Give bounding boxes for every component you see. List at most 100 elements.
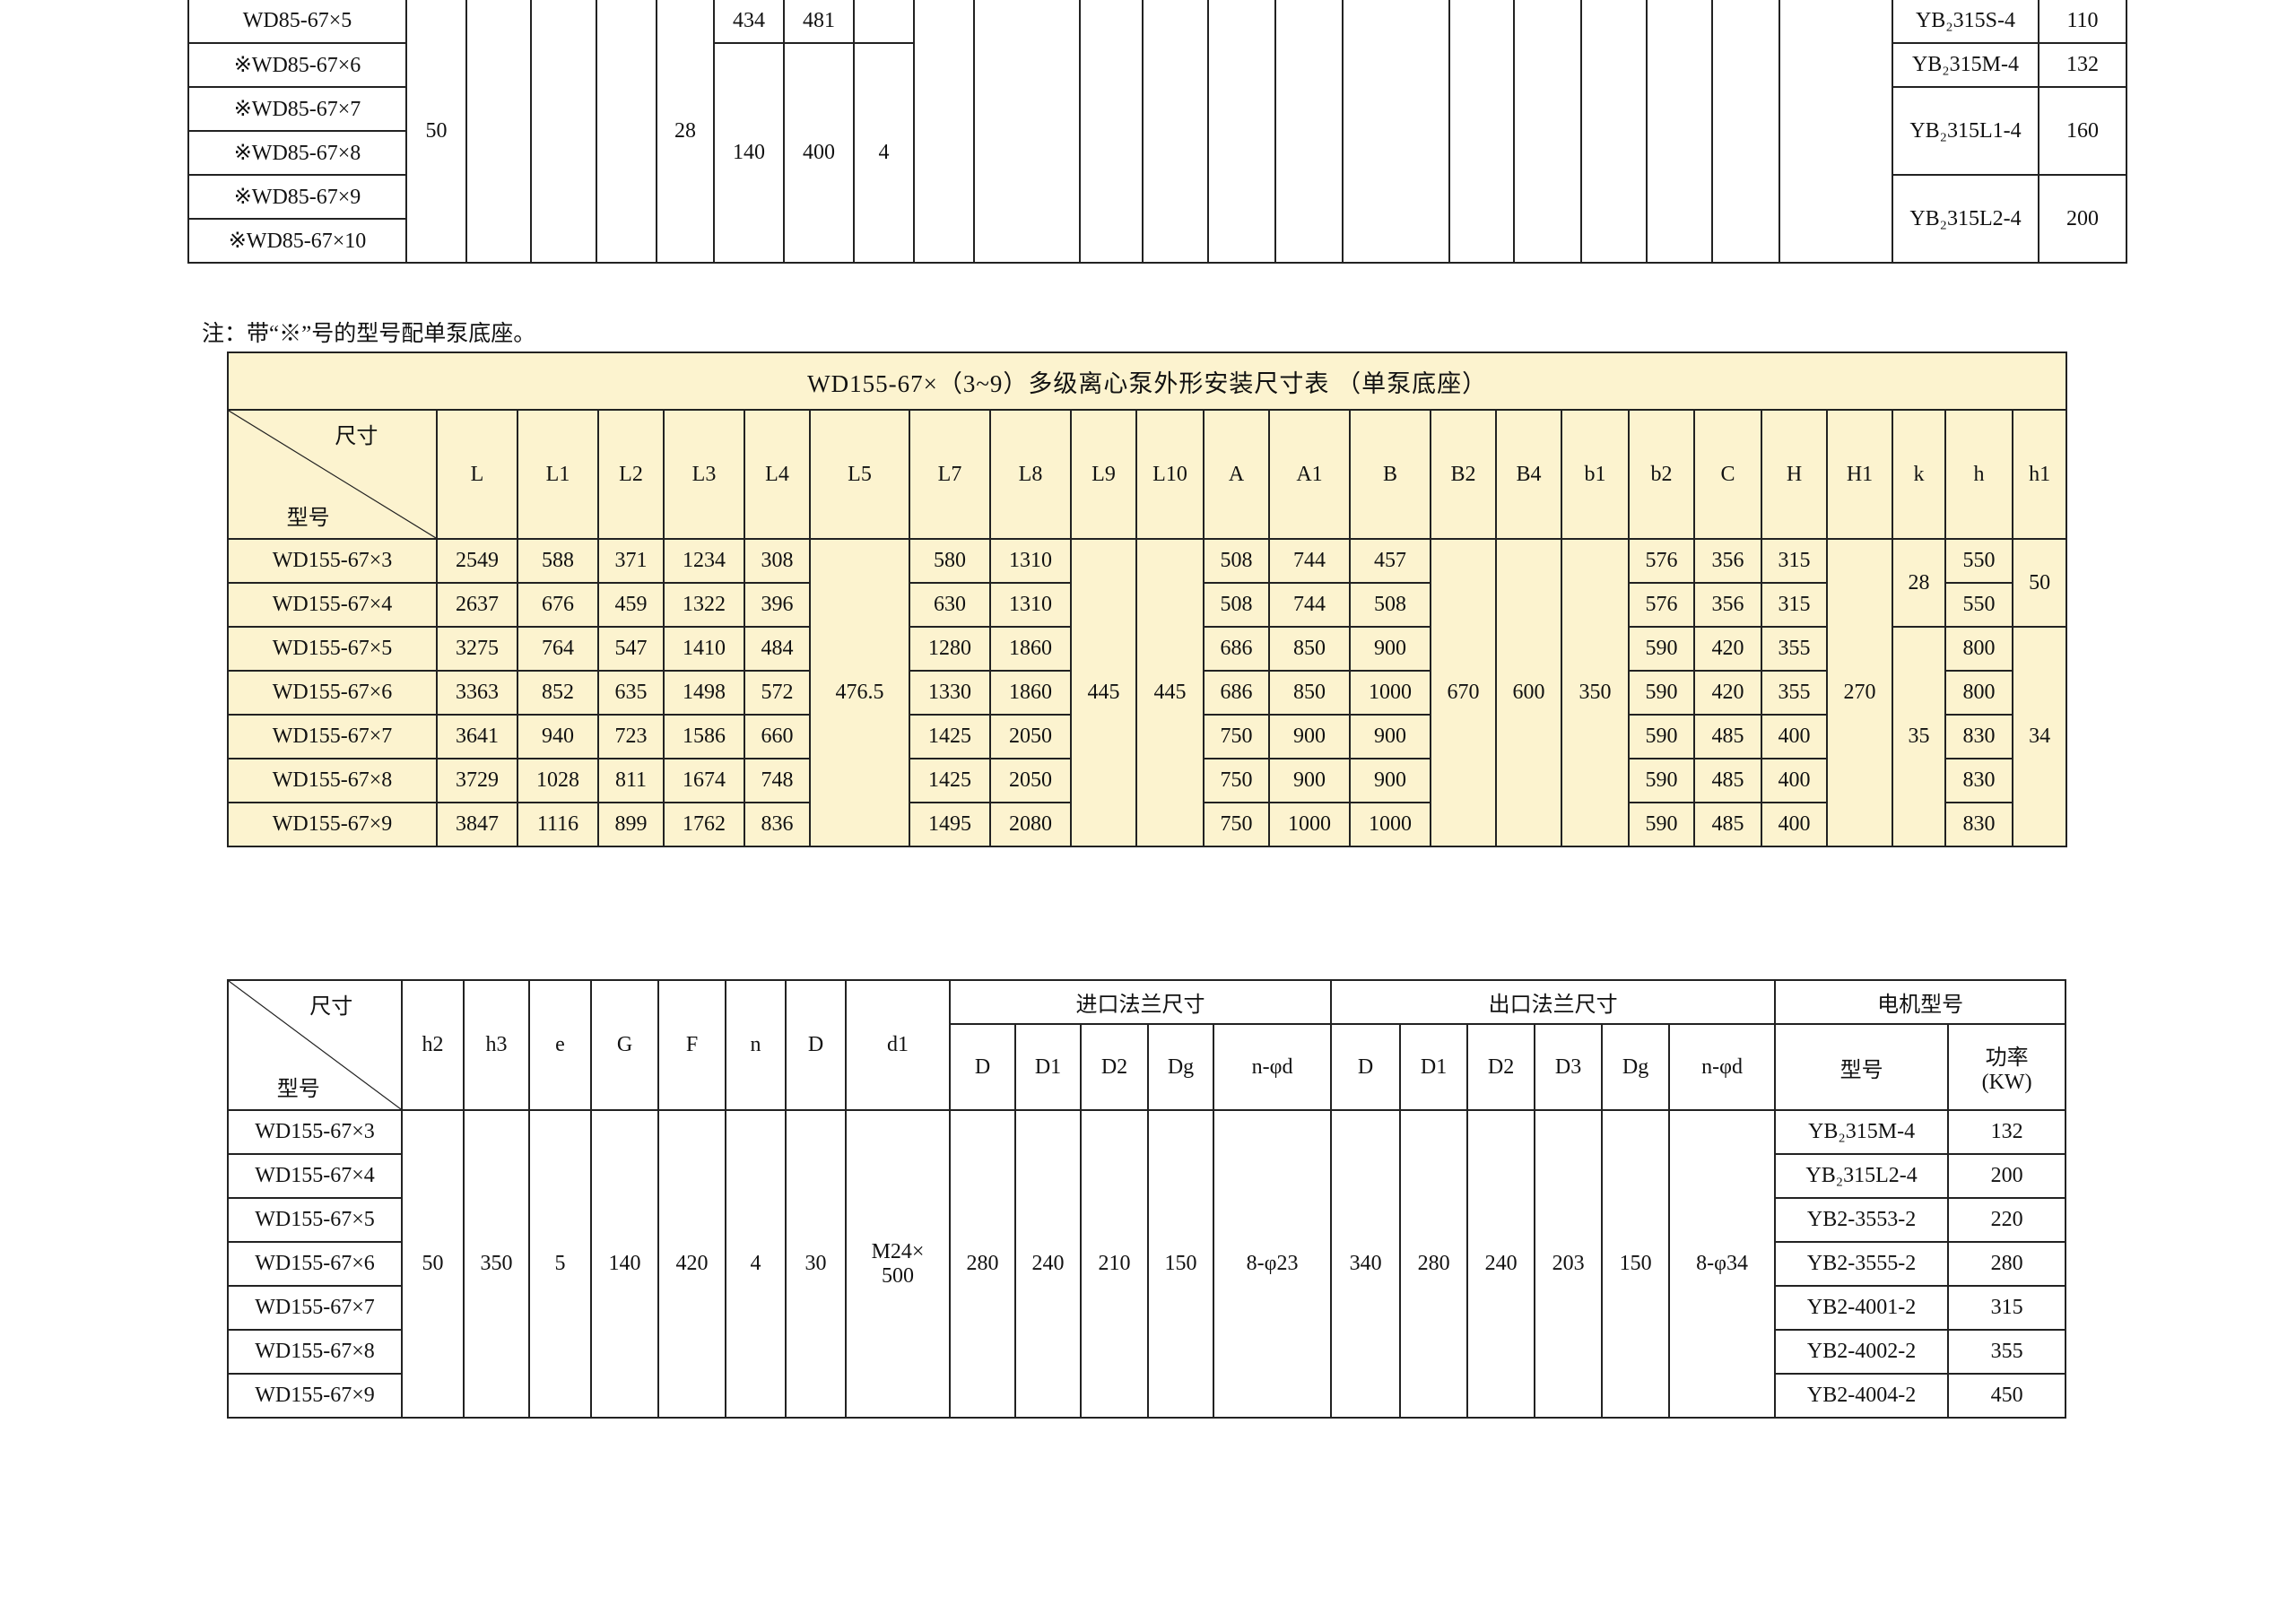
value-h: 830 bbox=[1944, 802, 2013, 847]
column-header-C: C bbox=[1693, 409, 1762, 540]
value-L1: 1116 bbox=[517, 802, 599, 847]
value-L4: 748 bbox=[744, 758, 811, 803]
value-C: 485 bbox=[1693, 802, 1762, 847]
table-title: WD155-67×（3~9）多级离心泵外形安装尺寸表 （单泵底座） bbox=[226, 352, 2068, 411]
value-A: 686 bbox=[1203, 670, 1270, 716]
value-B: 900 bbox=[1349, 758, 1431, 803]
model-cell: WD155-67×6 bbox=[227, 1241, 403, 1287]
corner-label-model: 型号 bbox=[286, 507, 330, 530]
column-header-B4: B4 bbox=[1495, 409, 1562, 540]
outlet-value-cell: 280 bbox=[1399, 1109, 1469, 1419]
motor-power-cell: 160 bbox=[2038, 86, 2127, 176]
value-C: 485 bbox=[1693, 714, 1762, 759]
outlet-value-cell: 8-φ34 bbox=[1668, 1109, 1777, 1419]
value-L: 2637 bbox=[436, 582, 518, 628]
empty-cell bbox=[1274, 0, 1344, 264]
table-row: ※WD85-67×6 140 400 4 YB₂315M-4 132 bbox=[187, 42, 2127, 264]
value-h: 550 bbox=[1944, 538, 2013, 584]
value-L1: 852 bbox=[517, 670, 599, 716]
value-L10: 445 bbox=[1135, 538, 1205, 847]
title-row: WD155-67×（3~9）多级离心泵外形安装尺寸表 （单泵底座） bbox=[226, 352, 2068, 411]
motor-power-cell: 132 bbox=[2038, 42, 2127, 88]
value-L3: 1234 bbox=[663, 538, 745, 584]
corner-label-dimension: 尺寸 bbox=[309, 995, 353, 1019]
column-header-L5: L5 bbox=[809, 409, 910, 540]
empty-cell bbox=[1079, 0, 1144, 264]
header-corner-cell: 尺寸 型号 bbox=[227, 409, 438, 540]
table-row: ※WD85-67×7 YB₂315L1-4 160 bbox=[187, 86, 2127, 176]
model-cell: ※WD85-67×9 bbox=[187, 174, 407, 220]
value-L: 3641 bbox=[436, 714, 518, 759]
value-A1: 1000 bbox=[1268, 802, 1351, 847]
value-H1: 270 bbox=[1826, 538, 1893, 847]
value-L7: 1330 bbox=[909, 670, 991, 716]
table-row: WD155-67×3 2549 588 371 1234 308 476.5 580 1310 4… bbox=[227, 538, 2068, 847]
value-L8: 1860 bbox=[989, 670, 1072, 716]
value-b2: 590 bbox=[1628, 626, 1695, 672]
motor-type-cell: YB₂315L1-4 bbox=[1892, 86, 2039, 176]
value-A1: 850 bbox=[1268, 626, 1351, 672]
outlet-column-header: D1 bbox=[1399, 1023, 1469, 1111]
empty-cell bbox=[1142, 0, 1209, 264]
outlet-column-header: D2 bbox=[1466, 1023, 1536, 1111]
value-cell bbox=[853, 0, 915, 44]
table-row: WD155-67×3 50 350 5 140 420 4 30 M24× 500 280 240 2… bbox=[227, 1109, 2067, 1419]
value-L8: 1310 bbox=[989, 538, 1072, 584]
value-L1: 676 bbox=[517, 582, 599, 628]
column-header-L8: L8 bbox=[989, 409, 1072, 540]
value-k: 35 bbox=[1892, 626, 1946, 847]
value-L8: 2050 bbox=[989, 714, 1072, 759]
value-C: 485 bbox=[1693, 758, 1762, 803]
table-row: WD155-67×5 YB2-3553-2 220 bbox=[227, 1197, 2067, 1243]
group-header-inlet-flange: 进口法兰尺寸 bbox=[948, 979, 1333, 1025]
value-L3: 1322 bbox=[663, 582, 745, 628]
value-B: 900 bbox=[1349, 626, 1431, 672]
value-L2: 459 bbox=[597, 582, 665, 628]
model-cell: WD155-67×6 bbox=[227, 670, 438, 716]
column-header-L2: L2 bbox=[597, 409, 665, 540]
table-row: WD155-67×4 YB₂315L2-4 200 bbox=[227, 1153, 2067, 1199]
value-L8: 2080 bbox=[989, 802, 1072, 847]
value-L4: 836 bbox=[744, 802, 811, 847]
group-header-outlet-flange: 出口法兰尺寸 bbox=[1330, 979, 1777, 1025]
table-row: WD155-67×5 3275 764 547 1410 484 1280 1860 686 85… bbox=[227, 626, 2068, 847]
value-L2: 635 bbox=[597, 670, 665, 716]
value-H: 355 bbox=[1761, 626, 1828, 672]
value-L2: 811 bbox=[597, 758, 665, 803]
value-C: 420 bbox=[1693, 670, 1762, 716]
value-L3: 1498 bbox=[663, 670, 745, 716]
outlet-value-cell: 150 bbox=[1601, 1109, 1671, 1419]
value-b2: 590 bbox=[1628, 670, 1695, 716]
value-A1: 900 bbox=[1268, 714, 1351, 759]
diagonal-line bbox=[229, 981, 401, 1109]
table-wd85-dimensions: WD85-67×5 50 28 434 481 YB₂315S-4 110 ※WD85-67×… bbox=[187, 0, 2127, 264]
value-L2: 723 bbox=[597, 714, 665, 759]
model-cell: WD85-67×5 bbox=[187, 0, 407, 44]
model-cell: WD155-67×4 bbox=[227, 1153, 403, 1199]
value-H: 400 bbox=[1761, 758, 1828, 803]
value-L: 3847 bbox=[436, 802, 518, 847]
model-cell: WD155-67×8 bbox=[227, 1329, 403, 1375]
table-row: ※WD85-67×9 YB₂315L2-4 200 bbox=[187, 174, 2127, 264]
value-b2: 590 bbox=[1628, 758, 1695, 803]
value-B: 900 bbox=[1349, 714, 1431, 759]
motor-column-header: 功率 (KW) bbox=[1947, 1023, 2067, 1111]
model-cell: ※WD85-67×6 bbox=[187, 42, 407, 88]
value-L5: 476.5 bbox=[809, 538, 910, 847]
empty-cell bbox=[1711, 0, 1780, 264]
inlet-column-header: D1 bbox=[1014, 1023, 1082, 1111]
column-header-D: D bbox=[785, 979, 847, 1111]
model-cell: ※WD85-67×10 bbox=[187, 218, 407, 264]
value-L8: 2050 bbox=[989, 758, 1072, 803]
empty-cell bbox=[973, 0, 1081, 264]
outlet-value-cell: 240 bbox=[1466, 1109, 1536, 1419]
motor-power-cell: 220 bbox=[1947, 1197, 2067, 1243]
column-header-L7: L7 bbox=[909, 409, 991, 540]
value-L3: 1762 bbox=[663, 802, 745, 847]
merged-value-cell: 4 bbox=[725, 1109, 787, 1419]
motor-type-cell: YB₂315M-4 bbox=[1774, 1109, 1950, 1155]
model-cell: WD155-67×4 bbox=[227, 582, 438, 628]
merged-value-cell: 140 bbox=[590, 1109, 659, 1419]
